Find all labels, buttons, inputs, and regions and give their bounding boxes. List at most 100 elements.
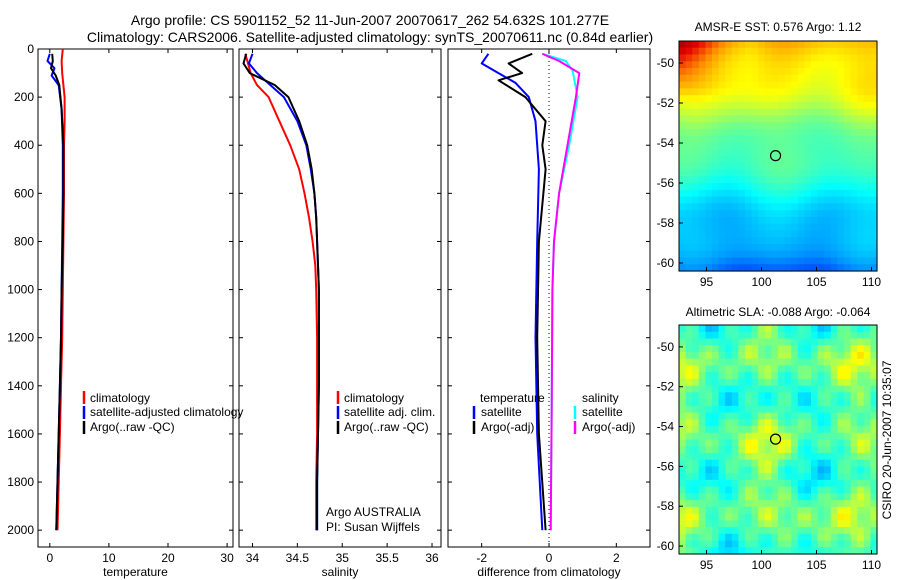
heatmap-cell (679, 41, 687, 49)
heatmap-cell (685, 506, 693, 515)
heatmap-cell (718, 540, 726, 548)
heatmap-cell (705, 405, 713, 414)
temperature-legend: climatology satellite-adjusted climatolo… (82, 391, 243, 434)
heatmap-cell (817, 142, 825, 150)
heatmap-cell (738, 486, 746, 494)
heatmap-cell (685, 203, 693, 211)
heatmap-cell (725, 358, 733, 367)
heatmap-cell (745, 74, 753, 83)
heatmap-cell (811, 452, 819, 461)
heatmap-cell (764, 452, 772, 461)
heatmap-cell (811, 540, 819, 548)
heatmap-cell (718, 452, 726, 461)
heatmap-cell (745, 372, 753, 380)
heatmap-cell (712, 68, 720, 76)
heatmap-cell (731, 47, 739, 56)
heatmap-cell (870, 372, 878, 380)
heatmap-cell (857, 486, 865, 494)
heatmap-cell (830, 61, 838, 69)
heatmap-cell (824, 432, 832, 441)
heatmap-cell (778, 216, 786, 225)
heatmap-cell (751, 486, 759, 494)
heatmap-cell (698, 345, 706, 353)
heatmap-cell (738, 68, 746, 76)
heatmap-cell (718, 493, 726, 501)
heatmap-cell (804, 473, 812, 481)
heatmap-cell (679, 47, 687, 56)
heatmap-cell (811, 365, 819, 373)
heatmap-cell (764, 115, 772, 123)
heatmap-cell (731, 128, 739, 137)
heatmap-cell (745, 169, 753, 177)
heatmap-cell (764, 203, 772, 211)
heatmap-cell (791, 385, 799, 393)
heatmap-cell (764, 372, 772, 380)
heatmap-cell (725, 196, 733, 204)
heatmap-cell (863, 196, 871, 204)
heatmap-cell (844, 101, 852, 110)
heatmap-cell (718, 176, 726, 184)
heatmap-cell (705, 81, 713, 89)
heatmap-cell (837, 189, 845, 198)
heatmap-cell (758, 378, 766, 387)
heatmap-cell (698, 169, 706, 177)
heatmap-cell (745, 432, 753, 441)
heatmap-cell (863, 452, 871, 461)
heatmap-cell (712, 122, 720, 130)
heatmap-cell (830, 41, 838, 49)
heatmap-cell (778, 486, 786, 494)
heatmap-cell (712, 385, 720, 393)
lat-tick-label: -54 (657, 136, 675, 150)
heatmap-cell (811, 47, 819, 56)
heatmap-cell (758, 473, 766, 481)
depth-tick-label: 600 (14, 186, 34, 200)
heatmap-cell (758, 149, 766, 157)
heatmap-cell (712, 162, 720, 171)
heatmap-cell (679, 399, 687, 407)
heatmap-cell (850, 547, 858, 555)
heatmap-cell (725, 243, 733, 252)
heatmap-cell (764, 88, 772, 96)
heatmap-cell (863, 378, 871, 387)
heatmap-cell (870, 210, 878, 218)
heatmap-cell (817, 88, 825, 96)
heatmap-cell (857, 68, 865, 76)
heatmap-cell (718, 412, 726, 420)
heatmap-cell (738, 405, 746, 414)
heatmap-cell (778, 358, 786, 367)
heatmap-cell (824, 216, 832, 225)
heatmap-cell (784, 513, 792, 521)
heatmap-cell (850, 196, 858, 204)
heatmap-cell (784, 325, 792, 333)
heatmap-cell (863, 189, 871, 198)
heatmap-cell (791, 135, 799, 144)
heatmap-cell (804, 257, 812, 265)
heatmap-cell (692, 54, 700, 62)
heatmap-cell (698, 230, 706, 238)
heatmap-cell (718, 533, 726, 542)
heatmap-cell (817, 473, 825, 481)
heatmap-cell (698, 54, 706, 62)
lat-tick-label: -50 (657, 56, 675, 70)
heatmap-cell (817, 74, 825, 83)
heatmap-cell (712, 533, 720, 542)
heatmap-cell (857, 162, 865, 171)
heatmap-cell (725, 101, 733, 110)
heatmap-cell (850, 216, 858, 225)
heatmap-cell (863, 101, 871, 110)
heatmap-cell (712, 237, 720, 245)
heatmap-cell (870, 533, 878, 542)
heatmap-cell (811, 378, 819, 387)
heatmap-cell (863, 149, 871, 157)
heatmap-cell (692, 108, 700, 117)
heatmap-cell (811, 216, 819, 225)
heatmap-cell (797, 493, 805, 501)
heatmap-cell (863, 74, 871, 83)
heatmap-cell (685, 47, 693, 56)
heatmap-cell (857, 452, 865, 461)
heatmap-cell (758, 88, 766, 96)
heatmap-cell (731, 372, 739, 380)
heatmap-cell (870, 412, 878, 420)
heatmap-cell (771, 540, 779, 548)
heatmap-cell (751, 149, 759, 157)
